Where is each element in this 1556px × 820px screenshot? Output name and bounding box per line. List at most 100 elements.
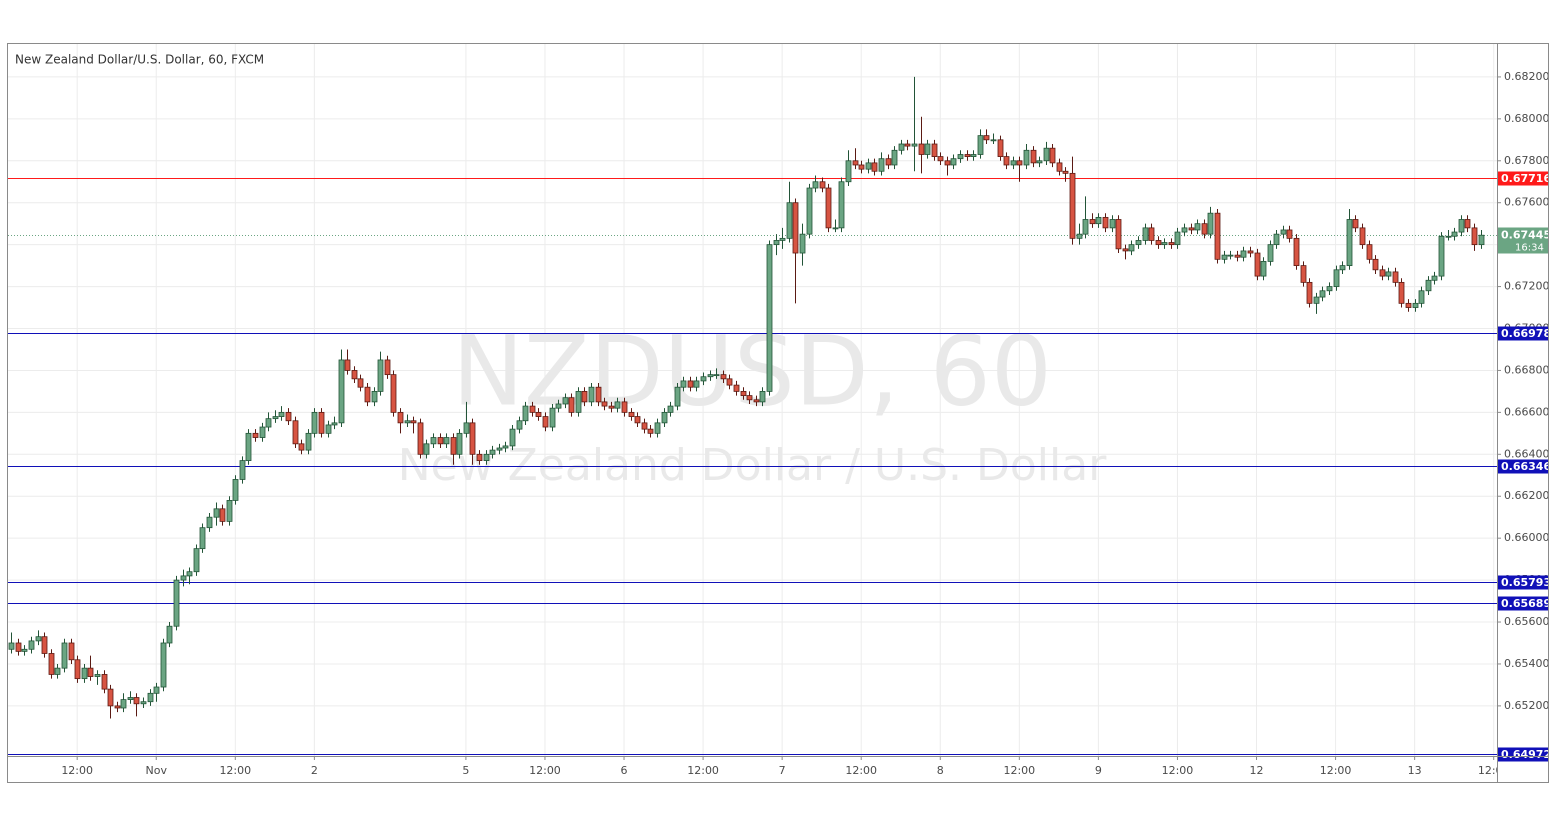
candle-body [667,405,674,413]
candle-body [746,395,753,401]
candle-body [127,697,134,701]
candle-body [1142,227,1149,241]
candle-body [740,391,747,396]
candle-body [1372,258,1379,271]
candle-body [74,659,81,680]
candle-body [944,160,951,166]
level-label-box [1498,596,1549,611]
candle-body [766,244,773,392]
candle-body [35,636,42,642]
candle-body [1392,271,1399,283]
candle-body [621,401,628,413]
y-tick-label: 0.66600 [1504,405,1550,418]
y-tick-label: 0.66000 [1504,531,1550,544]
x-tick-label: 13 [1408,764,1422,777]
candle-body [799,233,806,254]
candle-body [213,508,220,518]
candle-body [806,187,813,235]
candle-body [1451,231,1458,237]
candle-body [489,449,496,455]
candle-body [549,407,556,428]
x-tick-label: 12:00 [529,764,561,777]
candle-body [825,187,832,229]
candle-body [1221,254,1228,260]
candle-body [707,374,714,378]
candle-body [595,386,602,403]
candle-body [1128,244,1135,252]
y-tick-label: 0.66200 [1504,489,1550,502]
candle-body [931,143,938,157]
candle-body [417,422,424,455]
candle-body [94,674,101,677]
candle-body [1036,160,1043,164]
candle-body [628,411,635,417]
candle-body [1326,286,1333,292]
candle-body [390,374,397,413]
candle-body [654,422,661,434]
candle-body [1102,216,1109,229]
candle-body [1188,227,1195,231]
candle-body [1023,149,1030,166]
candle-body [1010,160,1017,166]
candle-body [463,422,470,434]
candle-body [1359,227,1366,246]
candle-body [456,432,463,455]
candle-body [661,411,668,424]
candle-body [272,416,279,420]
candle-body [904,143,911,147]
candle-body [1056,162,1063,172]
candle-body [1405,302,1412,308]
candle-body [898,143,905,151]
x-tick-label: 9 [1095,764,1102,777]
candle-body [1148,227,1155,241]
candle-body [1379,269,1386,277]
candle-body [41,636,48,654]
candle-body [733,384,740,392]
candle-body [469,422,476,455]
candle-body [1412,302,1419,308]
candle-body [166,625,173,644]
candle-body [509,428,516,447]
candle-body [48,653,55,675]
candle-body [318,411,325,434]
candle-body [575,391,582,413]
candle-body [28,640,35,650]
candle-body [1194,223,1201,231]
candle-body [226,500,233,522]
x-tick-label: 12 [1250,764,1264,777]
candle-body [964,154,971,157]
candle-body [206,516,213,529]
candle-body [87,667,94,677]
candle-body [779,237,786,241]
candle-body [529,405,536,413]
candle-body [858,164,865,170]
candle-body [1273,233,1280,246]
candle-body [344,359,351,371]
candle-body [133,697,140,705]
candle-body [753,399,760,403]
candle-body [1181,227,1188,233]
candle-body [608,405,615,409]
candle-body [219,508,226,522]
candle-body [1234,254,1241,258]
candle-body [634,416,641,424]
candle-body [535,411,542,417]
candle-body [107,688,114,707]
x-tick-label: 2 [311,764,318,777]
candle-body [180,575,187,581]
candle-body [647,428,654,434]
candle-body [232,479,239,501]
candle-body [950,158,957,166]
candle-body [700,376,707,382]
candle-body [1438,235,1445,277]
y-tick-label: 0.67800 [1504,154,1550,167]
candle-body [924,143,931,155]
x-tick-label: 6 [621,764,628,777]
candle-body [1418,290,1425,304]
candle-body [364,386,371,403]
candle-body [384,359,391,376]
candle-body [186,571,193,577]
candle-body [918,143,925,155]
